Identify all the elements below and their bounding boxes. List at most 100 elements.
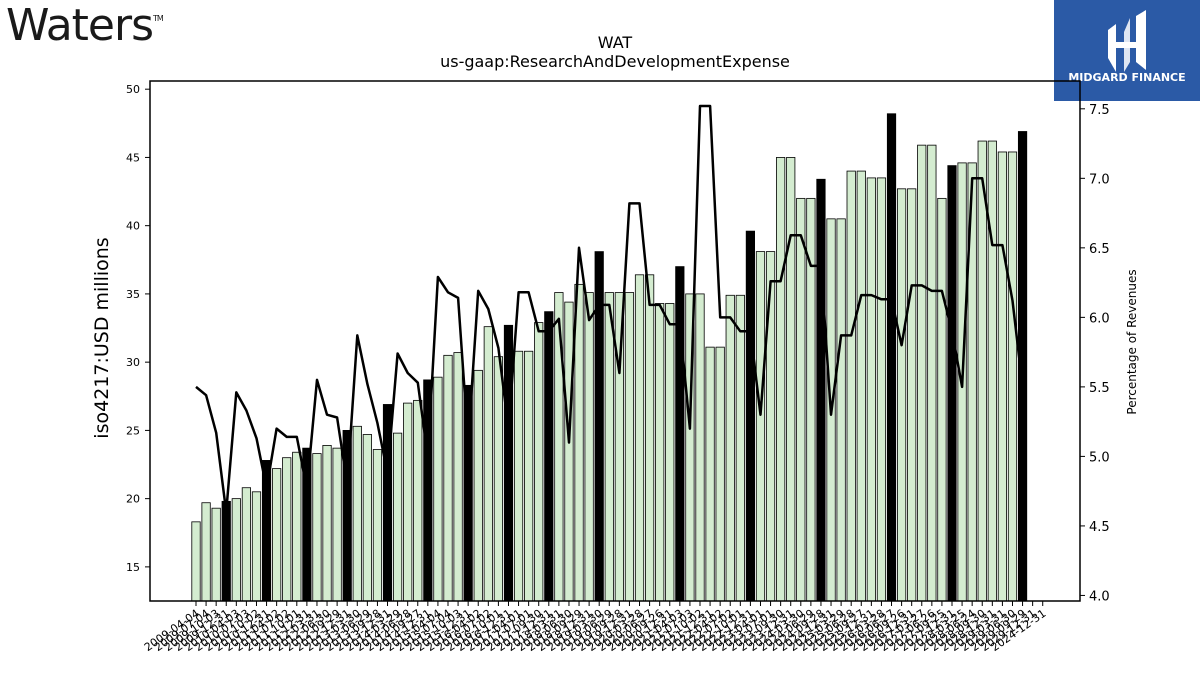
bar	[584, 292, 594, 602]
bar	[937, 197, 947, 602]
y-tick-label: 50	[126, 83, 140, 96]
bar	[997, 151, 1008, 602]
bar	[503, 324, 514, 602]
midgard-finance-icon: MIDGARD FINANCE	[1068, 10, 1186, 84]
bar	[272, 468, 282, 602]
pct-line	[195, 104, 1024, 514]
y2-tick-label: 7.0	[1089, 172, 1110, 187]
bar	[352, 425, 362, 602]
bar	[513, 350, 524, 602]
bar	[765, 251, 776, 602]
bar	[221, 500, 231, 602]
chart-title: WAT	[598, 33, 633, 52]
bar	[231, 498, 241, 602]
bar	[554, 292, 564, 602]
bar	[322, 445, 332, 602]
bar	[725, 294, 735, 602]
bar	[493, 356, 504, 602]
bar	[715, 346, 725, 602]
bar	[977, 140, 987, 602]
bar	[403, 402, 413, 602]
y2-tick-label: 6.5	[1089, 242, 1110, 257]
bar	[312, 453, 322, 602]
chart-subtitle: us-gaap:ResearchAndDevelopmentExpense	[440, 52, 790, 71]
bar	[816, 178, 826, 602]
bar	[473, 369, 483, 602]
bar	[947, 165, 957, 602]
y-axis-label: iso4217:USD millions	[91, 237, 113, 438]
bar	[534, 322, 544, 602]
y2-tick-label: 6.0	[1089, 311, 1110, 326]
bar	[886, 113, 897, 602]
bar	[846, 170, 856, 602]
bar	[372, 449, 383, 602]
y-tick-label: 30	[126, 356, 140, 369]
bar	[241, 487, 251, 602]
bar	[201, 502, 211, 602]
y2-tick-label: 4.0	[1089, 589, 1110, 604]
bar	[433, 376, 443, 602]
bar	[755, 251, 766, 602]
bar	[443, 354, 453, 602]
y2-tick-label: 7.5	[1089, 103, 1110, 118]
bar	[675, 266, 685, 602]
bar	[705, 346, 715, 602]
bar	[645, 274, 655, 602]
bar	[876, 177, 887, 602]
bar	[604, 292, 614, 602]
bar	[211, 507, 221, 602]
y2-tick-label: 5.0	[1089, 450, 1110, 465]
bar	[836, 218, 846, 602]
bar	[735, 294, 745, 602]
bar	[987, 140, 997, 602]
bar	[292, 451, 302, 602]
y2-axis-label: Percentage of Revenues	[1125, 269, 1139, 414]
bar	[917, 144, 927, 602]
y-tick-label: 20	[126, 493, 140, 506]
bar	[453, 352, 463, 602]
y2-tick-label: 5.5	[1089, 381, 1110, 396]
midgard-finance-logo: MIDGARD FINANCE	[1054, 0, 1200, 101]
bar	[413, 399, 423, 602]
bar	[574, 283, 584, 602]
plot-frame	[149, 80, 1081, 602]
bar	[282, 457, 292, 602]
y-tick-label: 25	[126, 424, 140, 437]
y-tick-label: 45	[126, 151, 140, 164]
bar	[1007, 151, 1018, 602]
bar	[362, 434, 372, 602]
bar	[655, 303, 665, 602]
bar	[332, 447, 342, 602]
pct-revenue-line	[195, 104, 1024, 514]
y2-axis-ticks: 4.0 4.5 5.0 5.5 6.0 6.5 7.0 7.5	[1080, 103, 1110, 604]
bar	[786, 157, 796, 602]
midgard-finance-label: MIDGARD FINANCE	[1068, 71, 1185, 84]
y-tick-label: 15	[126, 561, 140, 574]
bar	[776, 157, 786, 602]
bar	[524, 350, 534, 602]
bar	[695, 293, 705, 602]
bar	[191, 521, 201, 602]
y-axis-ticks: 15 20 25 30 35 40 45 50	[126, 83, 150, 574]
y-tick-label: 35	[126, 288, 140, 301]
bar	[927, 144, 937, 602]
bar	[866, 177, 876, 602]
bar	[392, 432, 403, 602]
bars	[191, 113, 1028, 602]
bar	[624, 292, 635, 602]
bar	[634, 274, 645, 602]
bar	[544, 311, 554, 602]
y2-tick-label: 4.5	[1089, 520, 1110, 535]
bar	[665, 303, 675, 602]
bar	[856, 170, 866, 602]
bar	[745, 230, 756, 602]
bar	[907, 188, 917, 602]
x-axis-ticks: 2009-04-042009-07-042009-10-032009-12-31…	[142, 601, 1048, 654]
waters-logo: WatersTM	[6, 0, 164, 51]
bar	[564, 301, 574, 602]
bar	[796, 197, 806, 602]
bar	[251, 491, 262, 602]
bar	[897, 188, 907, 602]
y-tick-label: 40	[126, 220, 140, 233]
